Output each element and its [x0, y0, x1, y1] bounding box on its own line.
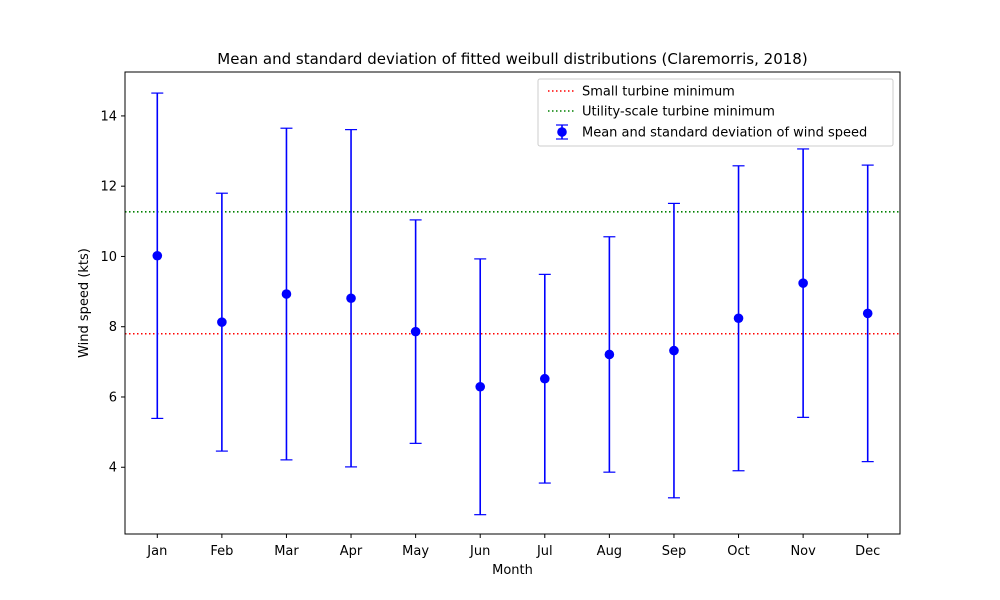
mean-point-mar — [281, 289, 292, 299]
x-tick-label: May — [402, 544, 429, 559]
y-tick-label: 6 — [109, 390, 117, 405]
legend: Small turbine minimum Utility-scale turb… — [537, 78, 894, 147]
reference-lines — [125, 211, 900, 335]
x-tick-label: Mar — [274, 544, 299, 559]
x-tick-label: Apr — [340, 544, 363, 559]
y-axis: 4 6 8 10 12 14 — [100, 109, 125, 476]
x-tick-label: Dec — [855, 544, 880, 559]
legend-swatch-mean-std — [556, 124, 568, 140]
x-tick-label: Oct — [727, 544, 749, 559]
legend-swatch-point — [557, 127, 567, 137]
mean-point-dec — [862, 308, 873, 319]
y-tick-label: 14 — [100, 109, 117, 124]
chart-title: Mean and standard deviation of fitted we… — [217, 50, 807, 68]
x-tick-label: Nov — [790, 544, 816, 559]
mean-point-nov — [798, 278, 808, 288]
mean-point-oct — [733, 313, 744, 324]
x-tick-label: Jun — [469, 544, 490, 559]
mean-points — [152, 250, 873, 392]
legend-box — [537, 78, 894, 147]
y-axis-label: Wind speed (kts) — [77, 248, 92, 358]
x-tick-label: Aug — [597, 544, 622, 559]
mean-point-sep — [669, 345, 679, 356]
error-bars — [151, 92, 874, 516]
legend-label-small-turbine: Small turbine minimum — [582, 85, 735, 100]
mean-point-jan — [152, 250, 163, 261]
mean-point-jun — [475, 381, 486, 392]
y-tick-label: 8 — [109, 320, 117, 335]
x-tick-label: Feb — [210, 544, 233, 559]
x-tick-label: Jul — [536, 544, 553, 559]
x-tick-label: Jan — [146, 544, 167, 559]
mean-point-may — [410, 326, 421, 337]
x-axis: Jan Feb Mar Apr May Jun Jul Aug Sep Oct Nov Dec — [146, 534, 880, 559]
y-tick-label: 10 — [100, 250, 117, 265]
y-tick-label: 12 — [100, 180, 117, 195]
mean-point-jul — [539, 373, 550, 384]
legend-label-utility-turbine: Utility-scale turbine minimum — [582, 105, 775, 120]
mean-point-aug — [604, 349, 615, 360]
x-tick-label: Sep — [662, 544, 687, 559]
plot-area — [124, 71, 901, 535]
x-axis-label: Month — [492, 563, 533, 578]
y-tick-label: 4 — [109, 461, 117, 476]
mean-point-apr — [346, 293, 356, 304]
mean-point-feb — [217, 317, 227, 327]
legend-label-mean-std: Mean and standard deviation of wind spee… — [582, 126, 867, 141]
